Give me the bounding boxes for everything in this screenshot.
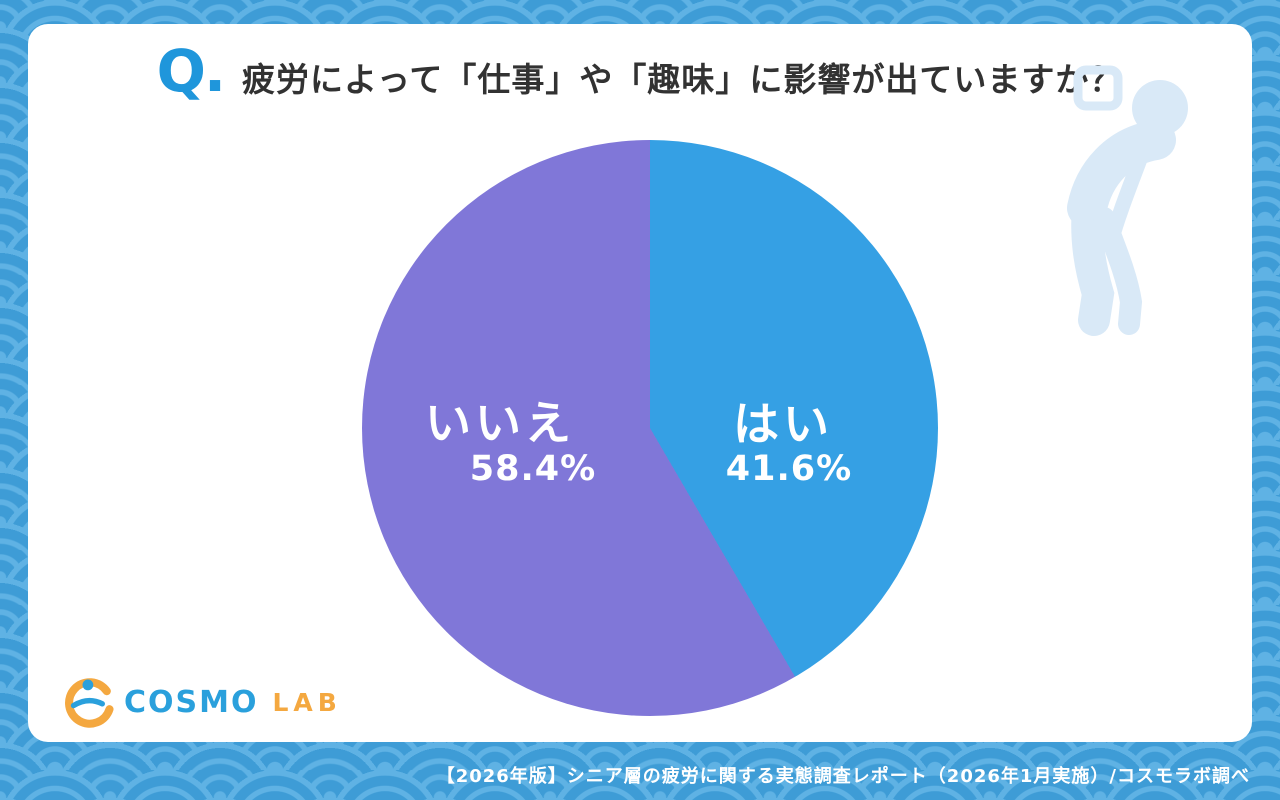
- logo-text-lab: LAB: [272, 687, 342, 717]
- pie-percent-yes: 41.6%: [725, 449, 853, 489]
- pie-percent-no: 58.4%: [469, 449, 597, 489]
- pie-label-no: いいえ: [425, 396, 575, 450]
- content-card: Q. 疲労によって「仕事」や「趣味」に影響が出ていますか？ いいえ 58.4% …: [28, 24, 1252, 742]
- pie-chart: [362, 140, 938, 716]
- question-mark: Q.: [156, 37, 226, 105]
- page-title: 疲労によって「仕事」や「趣味」に影響が出ていますか？: [241, 60, 1124, 99]
- fatigue-person-icon: [1067, 65, 1188, 336]
- footer-caption: 【2026年版】シニア層の疲労に関する実態調査レポート（2026年1月実施）/コ…: [436, 766, 1250, 787]
- logo-text-cosmo: COSMO: [124, 684, 259, 720]
- cosmo-logo-mark: [65, 678, 114, 728]
- pie-label-yes: はい: [733, 397, 833, 451]
- question-header: Q. 疲労によって「仕事」や「趣味」に影響が出ていますか？: [28, 42, 1252, 101]
- cosmo-lab-logo: COSMO LAB: [60, 676, 342, 728]
